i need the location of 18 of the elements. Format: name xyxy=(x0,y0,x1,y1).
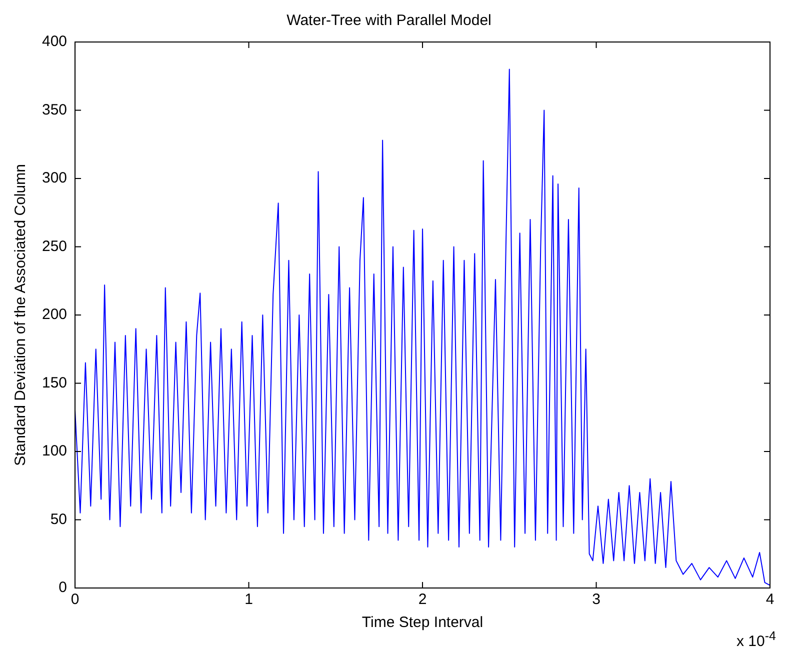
y-tick-label: 200 xyxy=(42,306,68,324)
chart-title: Water-Tree with Parallel Model xyxy=(286,12,492,30)
y-tick-label: 100 xyxy=(42,442,68,460)
y-tick-label: 150 xyxy=(42,374,68,392)
y-tick-label: 300 xyxy=(42,170,68,187)
x-tick-label: 4 xyxy=(766,591,774,608)
x-tick-label: 3 xyxy=(592,591,600,608)
x-tick-label: 0 xyxy=(70,591,80,608)
y-tick-label: 50 xyxy=(50,510,68,528)
y-tick-label: 0 xyxy=(58,579,68,596)
x-axis-title: Time Step Interval xyxy=(362,614,484,632)
x-tick-label: 1 xyxy=(244,591,253,608)
y-tick-label: 250 xyxy=(42,238,68,255)
y-axis-title: Standard Deviation of the Associated Column xyxy=(12,164,30,466)
x-tick-label: 2 xyxy=(418,591,427,608)
text: x 10$^{-4}$ xyxy=(736,629,776,650)
y-tick-label: 400 xyxy=(42,33,68,50)
y-tick-label: 350 xyxy=(42,101,68,118)
